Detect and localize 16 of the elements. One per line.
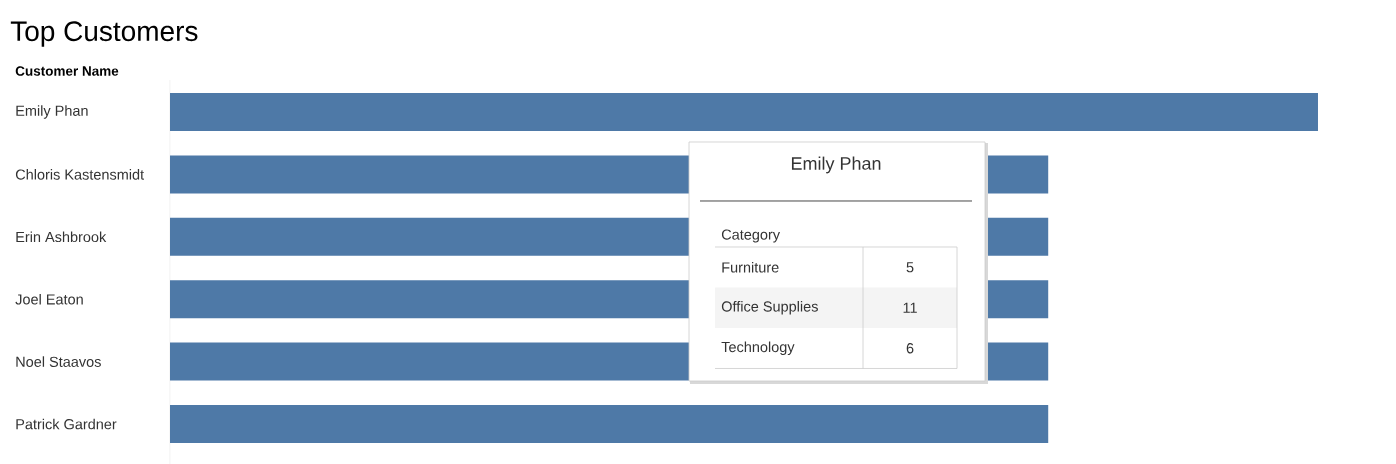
annotation: 5	[906, 262, 914, 273]
annotation: Technology	[721, 341, 795, 356]
y-tick-label: Noel Staavos	[16, 356, 101, 367]
annotation: Office Supplies	[721, 300, 818, 315]
y-tick-label: Erin Ashbrook	[16, 231, 107, 243]
y-tick-label: Emily Phan	[16, 105, 88, 119]
y-tick-label: Patrick Gardner	[16, 418, 117, 430]
y-tick-label: Chloris Kastensmidt	[15, 169, 144, 180]
annotation: Category	[721, 229, 781, 243]
chart-title: Top Customers	[10, 21, 198, 47]
annotation: 6	[906, 343, 914, 354]
y-tick-label: Joel Eaton	[15, 293, 83, 305]
y-axis-title: Customer Name	[15, 66, 119, 76]
annotation: Emily Phan	[791, 156, 881, 174]
annotation: 11	[903, 302, 917, 313]
annotation: Furniture	[722, 261, 779, 273]
